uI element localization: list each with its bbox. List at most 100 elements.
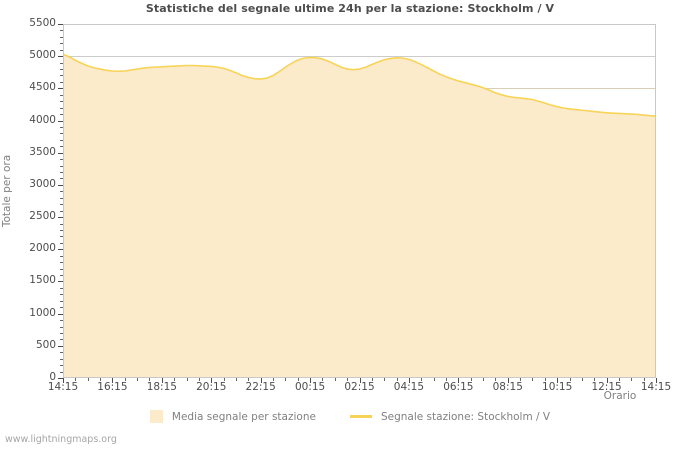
y-tick-minor [60,332,63,334]
y-tick-3500 [58,152,63,154]
x-tick-minor [582,378,583,381]
chart-legend: Media segnale per stazione Segnale stazi… [0,410,700,423]
x-tick-minor [471,378,472,381]
y-tick-minor [60,365,63,367]
y-tick-3000 [58,184,63,186]
x-tick-minor [273,378,274,381]
y-tick-5500 [58,24,63,25]
x-tick-11 [607,378,608,383]
legend-label-segnale-stazione: Segnale stazione: Stockholm / V [380,410,551,423]
x-tick-minor [532,378,533,381]
x-tick-minor [174,378,175,381]
x-tick-label-11: 12:15 [591,381,622,393]
y-tick-minor [60,268,63,270]
y-tick-label-2500: 2500 [29,210,56,223]
x-tick-minor [446,378,447,381]
y-axis-title: Totale per ora [1,154,13,228]
x-tick-minor [224,378,225,381]
y-tick-minor [60,101,63,103]
y-tick-minor [60,371,63,373]
y-tick-label-5500: 5500 [29,17,56,29]
x-tick-6 [360,378,361,383]
x-tick-label-5: 00:15 [294,381,326,393]
y-tick-minor [60,210,63,212]
line-series-segnale-stazione [63,53,656,117]
gridline-5000 [63,56,656,58]
x-tick-10 [557,378,558,383]
x-tick-minor [75,378,76,381]
y-tick-minor [60,178,63,180]
y-tick-minor [60,236,63,238]
y-tick-label-5000: 5000 [29,49,56,62]
y-tick-minor [60,146,63,148]
y-tick-500 [58,345,63,347]
y-tick-minor [60,358,63,360]
x-tick-minor [619,378,620,381]
legend-item-media-segnale[interactable]: Media segnale per stazione [149,410,316,423]
x-tick-2 [162,378,163,383]
x-tick-minor [631,378,632,381]
x-tick-label-2: 18:15 [146,381,177,393]
x-tick-minor [644,378,645,381]
x-tick-label-3: 20:15 [196,381,227,393]
legend-label-media-segnale: Media segnale per stazione [171,410,316,423]
legend-item-segnale-stazione[interactable]: Segnale stazione: Stockholm / V [349,410,551,423]
y-tick-minor [60,275,63,277]
chart-title: Statistiche del segnale ultime 24h per l… [145,2,555,15]
y-tick-minor [60,287,63,289]
y-tick-minor [60,139,63,141]
y-tick-minor [60,307,63,309]
data-series-layer [63,53,656,378]
y-tick-4500 [58,88,63,90]
y-tick-label-3000: 3000 [29,177,56,190]
x-tick-minor [149,378,150,381]
x-tick-minor [594,378,595,381]
x-tick-minor [495,378,496,381]
y-tick-minor [60,126,63,128]
y-tick-1000 [58,313,63,315]
y-tick-minor [60,339,63,341]
x-tick-minor [125,378,126,381]
y-tick-minor [60,107,63,109]
y-tick-minor [60,300,63,302]
y-tick-minor [60,262,63,264]
x-tick-minor [187,378,188,381]
y-tick-label-0: 0 [49,371,56,383]
x-tick-minor [347,378,348,381]
watermark: www.lightningmaps.org [5,434,117,445]
y-tick-4000 [58,120,63,122]
y-tick-minor [60,255,63,257]
y-tick-minor [60,36,63,38]
x-tick-12 [656,378,657,383]
x-tick-3 [211,378,212,383]
y-tick-1500 [58,281,63,283]
y-tick-minor [60,30,63,32]
y-tick-minor [60,191,63,193]
y-tick-label-1000: 1000 [29,306,56,319]
x-tick-minor [199,378,200,381]
y-tick-minor [60,114,63,116]
x-tick-label-10: 10:15 [542,381,573,393]
x-tick-7 [409,378,410,383]
plot-area [63,24,656,378]
x-tick-minor [421,378,422,381]
y-tick-minor [60,229,63,231]
x-tick-label-4: 22:15 [245,381,276,393]
x-tick-minor [298,378,299,381]
x-tick-label-7: 04:15 [393,381,425,393]
y-tick-minor [60,75,63,77]
y-tick-label-500: 500 [35,338,56,351]
y-tick-minor [60,204,63,206]
x-tick-label-1: 16:15 [97,381,128,393]
x-tick-minor [372,378,373,381]
line-swatch-icon [349,415,372,418]
y-tick-minor [60,62,63,64]
x-tick-minor [88,378,89,381]
y-tick-minor [60,159,63,161]
x-axis-title: Orario [603,390,637,402]
x-tick-minor [483,378,484,381]
x-tick-minor [384,378,385,381]
y-tick-minor [60,326,63,328]
x-tick-8 [458,378,459,383]
y-tick-2500 [58,217,63,219]
